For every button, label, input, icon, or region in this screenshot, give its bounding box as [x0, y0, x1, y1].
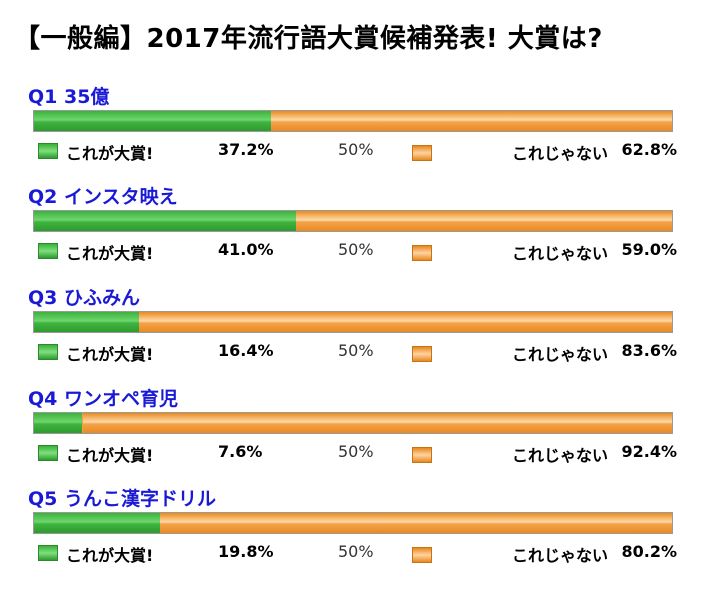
no-percent: 59.0%: [621, 240, 677, 259]
bar-yes-segment: [34, 211, 296, 231]
no-percent: 83.6%: [621, 341, 677, 360]
yes-label: これが大賞!: [66, 446, 154, 465]
question-label: Q3 ひふみん: [28, 287, 140, 309]
midpoint-label: 50%: [338, 240, 374, 259]
question-block: Q5 うんこ漢字ドリル これが大賞! 19.8% 50% これじゃない 80.2…: [0, 484, 705, 576]
bar-no-segment: [138, 312, 672, 332]
yes-swatch: [38, 344, 58, 360]
yes-label: これが大賞!: [66, 546, 154, 565]
result-bar: [33, 512, 673, 534]
no-swatch: [412, 346, 432, 362]
question-block: Q1 35億 これが大賞! 37.2% 50% これじゃない 62.8%: [0, 82, 705, 174]
no-label: これじゃない: [511, 244, 608, 263]
no-percent: 92.4%: [621, 442, 677, 461]
yes-label: これが大賞!: [66, 244, 154, 263]
no-swatch: [412, 547, 432, 563]
no-percent: 80.2%: [621, 542, 677, 561]
yes-percent: 19.8%: [218, 542, 274, 561]
question-label: Q2 インスタ映え: [28, 186, 178, 208]
legend-row: これが大賞! 41.0% 50% これじゃない 59.0%: [0, 240, 705, 263]
legend-row: これが大賞! 16.4% 50% これじゃない 83.6%: [0, 341, 705, 364]
no-swatch: [412, 145, 432, 161]
result-bar: [33, 110, 673, 132]
no-percent: 62.8%: [621, 140, 677, 159]
no-swatch: [412, 447, 432, 463]
yes-swatch: [38, 143, 58, 159]
question-block: Q2 インスタ映え これが大賞! 41.0% 50% これじゃない 59.0%: [0, 182, 705, 274]
yes-label: これが大賞!: [66, 144, 154, 163]
question-block: Q3 ひふみん これが大賞! 16.4% 50% これじゃない 83.6%: [0, 283, 705, 375]
question-label: Q1 35億: [28, 86, 110, 108]
bar-yes-segment: [34, 513, 161, 533]
bar-no-segment: [295, 211, 672, 231]
result-bar: [33, 412, 673, 434]
yes-percent: 41.0%: [218, 240, 274, 259]
no-label: これじゃない: [511, 144, 608, 163]
bar-yes-segment: [34, 312, 139, 332]
bar-no-segment: [82, 413, 672, 433]
no-label: これじゃない: [511, 446, 608, 465]
legend-row: これが大賞! 19.8% 50% これじゃない 80.2%: [0, 542, 705, 565]
result-bar: [33, 210, 673, 232]
question-label: Q5 うんこ漢字ドリル: [28, 488, 216, 510]
legend-row: これが大賞! 7.6% 50% これじゃない 92.4%: [0, 442, 705, 465]
no-label: これじゃない: [511, 345, 608, 364]
yes-percent: 37.2%: [218, 140, 274, 159]
page-title: 【一般編】2017年流行語大賞候補発表! 大賞は?: [14, 24, 603, 54]
yes-swatch: [38, 545, 58, 561]
bar-no-segment: [160, 513, 672, 533]
bar-no-segment: [271, 111, 672, 131]
legend-row: これが大賞! 37.2% 50% これじゃない 62.8%: [0, 140, 705, 163]
midpoint-label: 50%: [338, 140, 374, 159]
midpoint-label: 50%: [338, 542, 374, 561]
yes-percent: 7.6%: [218, 442, 263, 461]
yes-swatch: [38, 243, 58, 259]
yes-swatch: [38, 445, 58, 461]
question-block: Q4 ワンオペ育児 これが大賞! 7.6% 50% これじゃない 92.4%: [0, 384, 705, 476]
yes-label: これが大賞!: [66, 345, 154, 364]
yes-percent: 16.4%: [218, 341, 274, 360]
midpoint-label: 50%: [338, 442, 374, 461]
no-swatch: [412, 245, 432, 261]
result-bar: [33, 311, 673, 333]
bar-yes-segment: [34, 413, 83, 433]
no-label: これじゃない: [511, 546, 608, 565]
question-label: Q4 ワンオペ育児: [28, 388, 178, 410]
midpoint-label: 50%: [338, 341, 374, 360]
bar-yes-segment: [34, 111, 272, 131]
